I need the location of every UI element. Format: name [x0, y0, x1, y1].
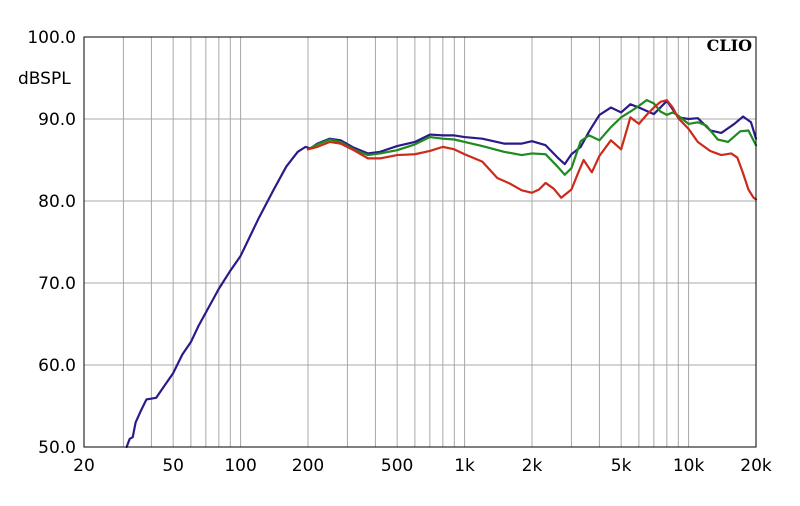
series-line-2	[306, 99, 758, 176]
x-tick-label: 200	[292, 456, 324, 476]
y-axis-ticks: 50.0 60.0 70.0 80.0 90.0 100.0	[27, 28, 76, 458]
y-tick-label: 60.0	[38, 356, 76, 376]
plot-background	[84, 37, 756, 447]
y-tick-label: 70.0	[38, 274, 76, 294]
x-tick-label: 100	[224, 456, 256, 476]
x-tick-label: 20k	[740, 456, 772, 476]
clio-brand-label: CLIO	[707, 36, 752, 55]
y-tick-label: 90.0	[38, 110, 76, 130]
series-layer	[125, 99, 758, 449]
x-tick-label: 20	[73, 456, 95, 476]
x-tick-label: 1k	[454, 456, 475, 476]
series-line-3	[306, 99, 758, 201]
x-tick-label: 50	[162, 456, 184, 476]
plot-frame	[83, 36, 757, 448]
y-axis-unit-label: dBSPL	[18, 69, 71, 89]
x-tick-label: 5k	[611, 456, 632, 476]
x-tick-label: 2k	[522, 456, 543, 476]
x-tick-label: 500	[381, 456, 413, 476]
y-tick-label: 80.0	[38, 192, 76, 212]
y-tick-label: 50.0	[38, 438, 76, 458]
x-axis-ticks: 20 50 100 200 500 1k 2k 5k 10k 20k	[73, 456, 772, 476]
y-tick-label: 100.0	[27, 28, 76, 48]
series-line-1	[125, 99, 758, 449]
x-tick-label: 10k	[673, 456, 705, 476]
grid-lines	[84, 37, 756, 447]
